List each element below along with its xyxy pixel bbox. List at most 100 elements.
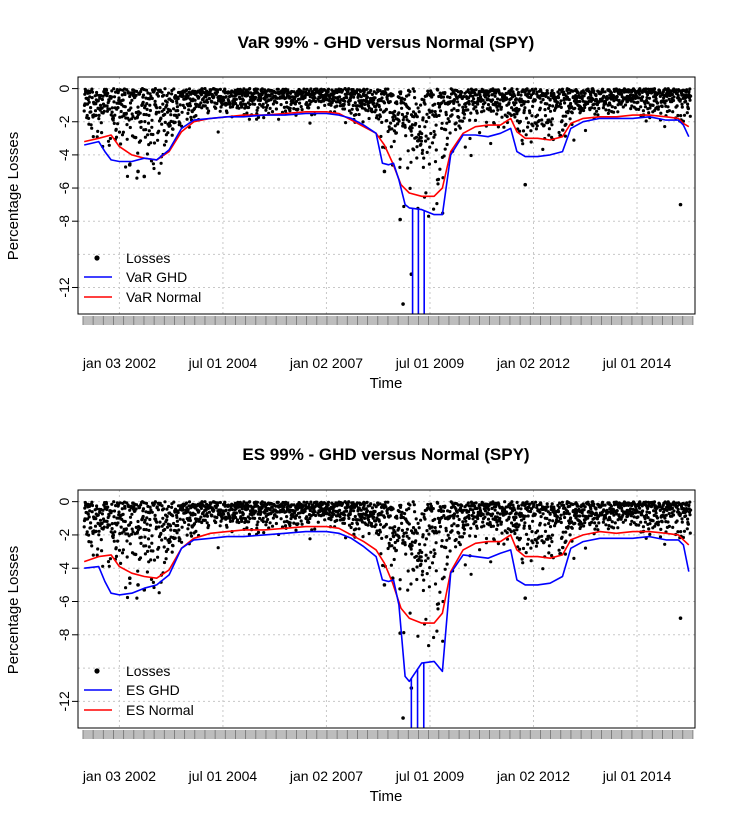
loss-point (110, 522, 114, 526)
loss-point (142, 527, 146, 532)
loss-point (422, 156, 426, 160)
loss-point (89, 521, 93, 525)
loss-point (117, 96, 121, 100)
loss-point (150, 534, 154, 538)
loss-point (684, 514, 688, 518)
loss-point (266, 517, 270, 522)
loss-point (219, 519, 223, 523)
loss-point (178, 537, 182, 541)
loss-point (417, 551, 421, 555)
loss-point (432, 207, 436, 211)
var-chart-panel: VaR 99% - GHD versus Normal (SPY) Time P… (5, 33, 696, 392)
loss-point (467, 102, 471, 106)
loss-point (98, 103, 103, 107)
loss-point (607, 524, 611, 528)
loss-point (180, 540, 184, 544)
loss-point (601, 520, 606, 524)
loss-point (329, 518, 333, 522)
loss-point (205, 100, 210, 104)
loss-point (560, 87, 565, 91)
loss-point (463, 145, 467, 149)
loss-point (643, 101, 647, 106)
loss-point (345, 506, 349, 510)
loss-point (675, 519, 679, 523)
loss-point (667, 97, 671, 101)
loss-point (313, 510, 317, 514)
loss-point (547, 544, 552, 548)
loss-point (204, 508, 208, 512)
loss-point (94, 529, 98, 534)
loss-point (541, 98, 545, 102)
loss-point (145, 152, 149, 156)
loss-point (97, 113, 101, 117)
loss-point (560, 535, 564, 539)
loss-point (442, 514, 446, 518)
loss-point (509, 113, 513, 117)
loss-point (419, 555, 423, 559)
loss-point (483, 515, 487, 519)
loss-point (555, 100, 560, 104)
loss-point (656, 523, 660, 527)
loss-point (563, 134, 568, 138)
loss-point (375, 114, 379, 118)
loss-point (593, 521, 597, 525)
loss-point (561, 128, 565, 132)
loss-point (529, 129, 533, 133)
loss-point (282, 105, 286, 109)
loss-point (448, 510, 452, 514)
loss-point (452, 512, 457, 516)
loss-point (353, 101, 357, 105)
loss-point (377, 117, 381, 121)
loss-point (332, 512, 336, 516)
loss-point (158, 520, 162, 524)
loss-point (188, 104, 192, 108)
loss-point (157, 525, 161, 529)
loss-point (430, 141, 435, 145)
loss-point (370, 524, 374, 528)
loss-point (187, 523, 191, 527)
loss-point (351, 517, 355, 522)
loss-point (641, 525, 646, 529)
loss-point (433, 102, 437, 106)
loss-point (158, 106, 162, 110)
loss-point (431, 93, 435, 97)
loss-point (395, 516, 399, 520)
x-tick-label: jul 01 2009 (395, 355, 465, 371)
loss-point (518, 119, 523, 124)
loss-point (388, 100, 392, 104)
loss-point (567, 98, 571, 102)
loss-point (136, 569, 140, 573)
loss-point (130, 532, 134, 536)
loss-point (307, 502, 311, 506)
loss-point (500, 531, 504, 535)
loss-point (510, 521, 514, 525)
loss-point (288, 106, 292, 110)
loss-point (342, 102, 346, 106)
loss-point (125, 137, 129, 141)
loss-point (514, 515, 518, 520)
loss-point (521, 129, 526, 133)
loss-point (450, 529, 454, 533)
loss-point (100, 521, 104, 526)
loss-point (253, 509, 258, 513)
loss-point (528, 111, 532, 115)
loss-point (573, 521, 577, 526)
loss-point (127, 523, 131, 527)
loss-point (574, 511, 579, 515)
loss-point (347, 523, 352, 527)
loss-point (90, 96, 94, 100)
loss-point (528, 526, 532, 531)
y-tick-label: -12 (56, 691, 72, 711)
loss-point (171, 514, 175, 518)
loss-point (240, 105, 244, 109)
loss-point (382, 101, 387, 105)
loss-point (379, 99, 383, 103)
loss-point (157, 110, 161, 114)
loss-point (120, 93, 124, 97)
loss-point (341, 501, 345, 505)
loss-point (100, 131, 104, 135)
loss-point (175, 101, 179, 105)
x-tick-label: jan 03 2002 (82, 768, 156, 784)
loss-point (216, 546, 220, 550)
loss-point (105, 519, 109, 524)
